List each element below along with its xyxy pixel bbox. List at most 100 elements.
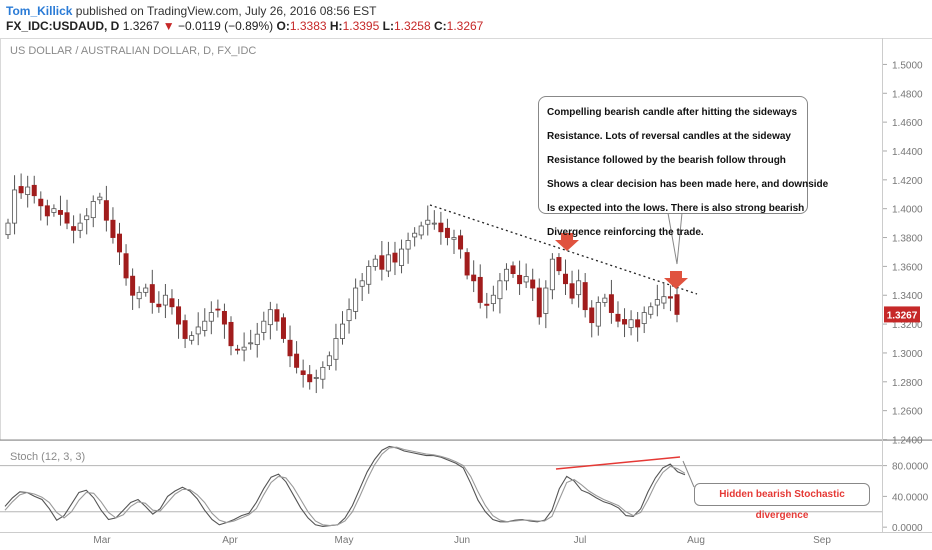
candle-down xyxy=(169,298,175,308)
candle-down xyxy=(444,227,450,238)
candle-down xyxy=(31,184,37,197)
candle-up xyxy=(195,326,201,335)
price-tick-label: 1.4800 xyxy=(892,89,923,100)
candle-down xyxy=(110,219,116,238)
candle-up xyxy=(143,287,149,293)
price-tick-label: 1.3000 xyxy=(892,349,923,360)
candle-down xyxy=(438,222,444,233)
price-tick-label: 1.2800 xyxy=(892,378,923,389)
candle-up xyxy=(431,222,437,225)
candle-up xyxy=(208,312,214,322)
open-label: O: xyxy=(276,19,290,33)
time-tick-label: Jul xyxy=(574,535,587,546)
candle-down xyxy=(44,205,50,217)
low-label: L: xyxy=(382,19,394,33)
analysis-callout: Compelling bearish candle after hitting … xyxy=(538,96,828,238)
candle-up xyxy=(576,280,582,296)
price-tick-label: 1.4600 xyxy=(892,118,923,129)
time-tick-label: Mar xyxy=(93,535,111,546)
candle-up xyxy=(267,309,273,326)
last-price: 1.3267 xyxy=(122,19,160,33)
price-tick-label: 1.3600 xyxy=(892,262,923,273)
price-tick-label: 1.2600 xyxy=(892,407,923,418)
candle-up xyxy=(543,287,549,314)
candle-up xyxy=(490,294,496,305)
candle-down xyxy=(149,284,155,303)
stoch-divergence-note: Hidden bearish Stochastic divergence xyxy=(694,483,870,521)
candle-down xyxy=(64,212,70,224)
price-tick-label: 1.5000 xyxy=(892,60,923,71)
candle-down xyxy=(103,200,109,221)
candle-down xyxy=(117,233,123,253)
price-tick-label: 1.3400 xyxy=(892,291,923,302)
candle-down xyxy=(608,294,614,313)
candle-down xyxy=(622,319,628,325)
stoch-note-pointer xyxy=(682,460,695,488)
stoch-tick-label: 0.0000 xyxy=(892,523,923,534)
candle-up xyxy=(5,222,11,236)
candle-down xyxy=(300,370,306,375)
candle-down xyxy=(280,317,286,339)
time-tick-label: Jun xyxy=(454,535,470,546)
candle-up xyxy=(418,225,424,236)
candle-down xyxy=(130,275,136,296)
high-value: 1.3395 xyxy=(342,19,380,33)
candle-up xyxy=(366,265,372,285)
change-arrow-icon: ▼ xyxy=(162,19,175,33)
stoch-tick-label: 40.0000 xyxy=(892,492,929,503)
price-tick-label: 1.4400 xyxy=(892,147,923,158)
high-label: H: xyxy=(329,19,343,33)
candle-down xyxy=(536,287,542,318)
candle-down xyxy=(274,309,280,322)
candle-up xyxy=(261,320,267,333)
candle-up xyxy=(399,248,405,266)
candle-down xyxy=(510,265,516,275)
stoch-k-line xyxy=(4,445,686,527)
candle-up xyxy=(339,323,345,339)
candle-up xyxy=(326,355,332,367)
candle-up xyxy=(320,366,326,380)
time-tick-label: Sep xyxy=(813,535,831,546)
candle-down xyxy=(556,257,562,272)
candle-up xyxy=(136,291,142,300)
callout-line: Divergence reinforcing the trade. xyxy=(547,227,704,238)
last-price-tag-label: 1.3267 xyxy=(887,310,918,321)
candle-up xyxy=(451,237,457,240)
chart-title: US DOLLAR / AUSTRALIAN DOLLAR, D, FX_IDC xyxy=(10,45,256,57)
candle-up xyxy=(412,232,418,238)
candle-up xyxy=(77,222,83,231)
candle-up xyxy=(523,276,529,283)
candle-up xyxy=(90,201,96,219)
callout-pointer xyxy=(667,212,683,265)
published-text: published on TradingView.com, July 26, 2… xyxy=(72,4,377,18)
candle-up xyxy=(372,258,378,267)
candle-up xyxy=(97,196,103,201)
callout-line: Resistance followed by the bearish follo… xyxy=(547,155,786,166)
candle-down xyxy=(71,226,77,231)
candle-down xyxy=(287,339,293,357)
candle-up xyxy=(595,302,601,327)
candle-down xyxy=(517,274,523,285)
change-value: −0.0119 (−0.89%) xyxy=(177,19,274,33)
down-arrow-icon xyxy=(555,233,579,251)
time-tick-label: Apr xyxy=(222,535,238,546)
candle-down xyxy=(235,348,241,351)
candle-down xyxy=(477,276,483,303)
candle-down xyxy=(667,296,673,299)
close-value: 1.3267 xyxy=(446,19,484,33)
candle-up xyxy=(549,258,555,291)
candle-down xyxy=(484,303,490,306)
stoch-d-line xyxy=(4,446,686,527)
candle-down xyxy=(182,320,188,339)
callout-line: Resistance. Lots of reversal candles at … xyxy=(547,131,791,142)
candle-down xyxy=(228,321,234,347)
price-tick-label: 1.3800 xyxy=(892,234,923,245)
candle-up xyxy=(51,208,57,213)
author-link[interactable]: Tom_Killick xyxy=(6,4,73,18)
candle-up xyxy=(405,240,411,250)
candle-up xyxy=(202,320,208,331)
candle-up xyxy=(359,280,365,287)
candle-up xyxy=(602,297,608,303)
ohlc-line: FX_IDC:USDAUD, D 1.3267 ▼ −0.0119 (−0.89… xyxy=(6,19,483,33)
